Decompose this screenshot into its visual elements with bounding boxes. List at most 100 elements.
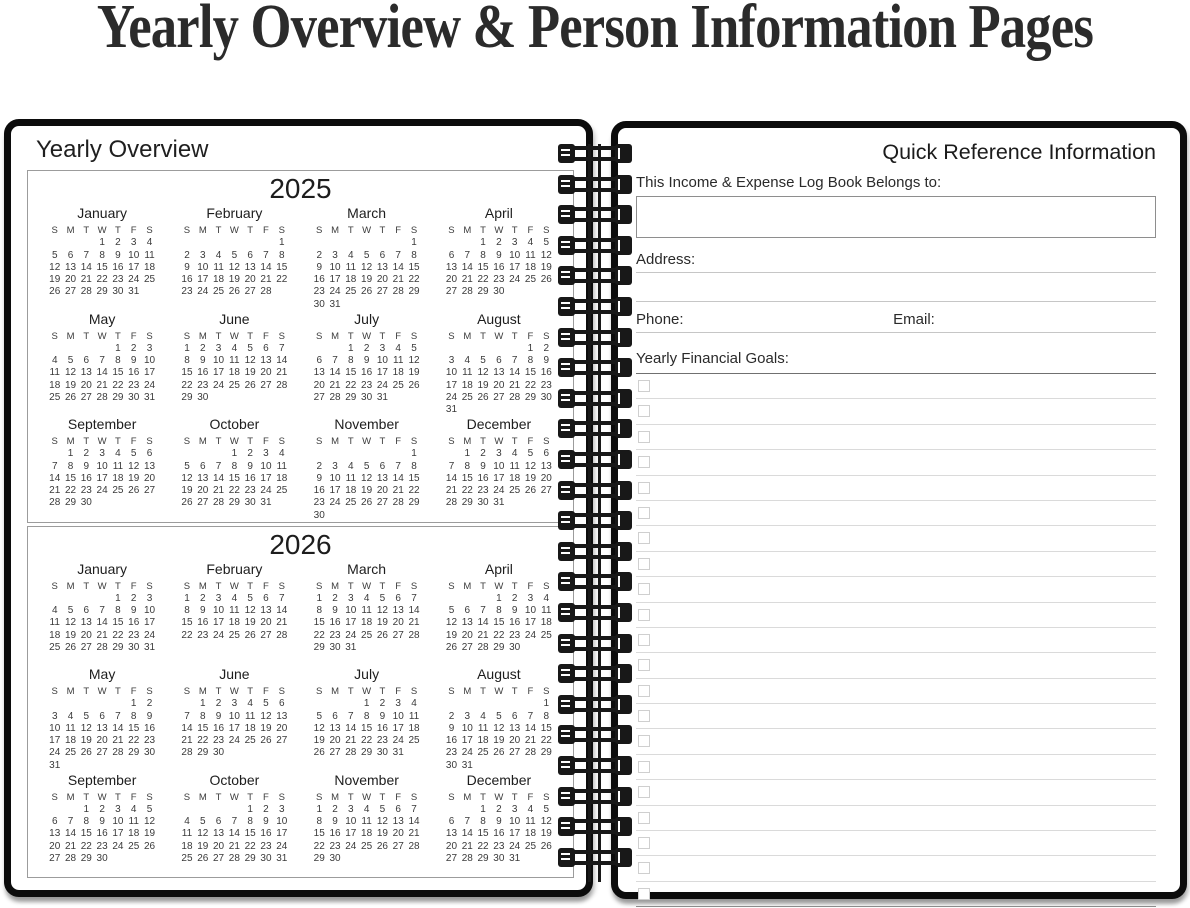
calendar-day: 21: [80, 274, 92, 286]
day-header: T: [347, 225, 354, 236]
day-header: S: [183, 330, 191, 342]
calendar-day: 13: [96, 722, 108, 734]
calendar-day: 17: [228, 722, 240, 734]
calendar-day: 15: [345, 367, 357, 379]
month-august-2026: August S M T W T F S 1 2 3 4 5 6 7 8 9 10 11 12 13 14 15 16 17 18…: [433, 666, 565, 772]
month-december-2025: December S M T W T F S 1 2 3 4 5 6 7 8 9 10 11 12 13 14 15 16 17…: [433, 416, 565, 522]
calendar-day: 21: [461, 840, 473, 852]
coil-wire: [568, 421, 618, 426]
month-september-2026: September S M T W T F S 1 2 3 4 5 6 7 8 9 10 11 12 13 14 15 16 1…: [36, 772, 168, 878]
day-header: S: [51, 791, 58, 803]
calendar-day: 28: [461, 286, 473, 298]
calendar-day: 22: [345, 379, 357, 391]
calendar-day: 19: [376, 617, 388, 629]
calendar-day: 9: [511, 605, 518, 617]
calendar-day: 26: [493, 747, 505, 759]
calendar-day: 19: [376, 828, 388, 840]
calendar-day: 29: [181, 391, 193, 403]
empty-day: [343, 698, 359, 710]
empty-day: [444, 448, 460, 460]
calendar-day: 18: [345, 485, 357, 497]
calendar-day: 7: [448, 460, 455, 472]
calendar-day: 20: [376, 274, 388, 286]
calendar-day: 27: [96, 747, 108, 759]
day-header: T: [215, 330, 222, 342]
calendar-day: 20: [493, 379, 505, 391]
calendar-day: 12: [49, 261, 61, 273]
calendar-day: 8: [199, 710, 206, 722]
coil-cap: [615, 786, 632, 806]
calendar-day: 15: [524, 367, 537, 379]
calendar-day: 17: [197, 274, 209, 286]
day-header: T: [215, 580, 222, 592]
calendar-day: 5: [231, 249, 238, 261]
calendar-day: 16: [197, 367, 209, 379]
calendar-day: 10: [461, 722, 473, 734]
month-name: October: [209, 416, 260, 432]
calendar-day: 19: [260, 722, 272, 734]
calendar-day: 6: [247, 249, 253, 261]
day-header: S: [410, 436, 418, 447]
calendar-day: 13: [49, 828, 61, 840]
calendar-day: 6: [263, 592, 269, 604]
month-grid: S M T W T F S 1 2 3 4 5 6 7 8 9 10 11 12 13 14 15 16 17 18 19 20 21…: [301, 436, 433, 522]
calendar-day: 18: [228, 617, 240, 629]
calendar-day: 4: [247, 698, 253, 710]
calendar-day: 4: [411, 698, 417, 710]
calendar-day: 25: [524, 840, 537, 852]
calendar-day: 10: [345, 816, 357, 828]
calendar-day: 9: [379, 710, 386, 722]
calendar-day: 12: [361, 472, 373, 484]
coil-wire: [568, 635, 618, 640]
calendar-day: 21: [49, 485, 61, 497]
day-header: M: [198, 791, 207, 803]
calendar-day: 24: [49, 747, 61, 759]
calendar-day: 14: [461, 261, 473, 273]
calendar-day: 11: [541, 605, 552, 617]
belongs-to-label: This Income & Expense Log Book Belongs t…: [636, 174, 942, 191]
month-grid: S M T W T F S 1 2 3 4 5 6 7 8 9 10 11 12 13 14 15 16 17 18 19 20 21…: [301, 792, 433, 866]
coil-cap: [558, 664, 575, 684]
calendar-day: 8: [464, 460, 471, 472]
calendar-day: 26: [260, 735, 272, 747]
calendar-day: 7: [215, 460, 222, 472]
day-header: S: [448, 436, 455, 447]
calendar-day: 24: [509, 840, 521, 852]
calendar-day: 10: [128, 249, 140, 261]
calendar-day: 21: [112, 735, 124, 747]
calendar-day: 2: [480, 448, 486, 460]
calendar-day: 28: [276, 629, 288, 641]
empty-day: [78, 343, 94, 355]
month-name: January: [77, 560, 128, 577]
day-header: W: [494, 580, 504, 592]
calendar-day: 8: [348, 355, 354, 367]
coil-cap: [558, 450, 575, 469]
calendar-day: 31: [345, 641, 357, 653]
calendar-day: 15: [361, 722, 373, 734]
calendar-day: 17: [345, 617, 357, 629]
calendar-day: 30: [329, 641, 341, 653]
calendar-day: 18: [408, 722, 420, 734]
coil-cap: [558, 205, 575, 225]
calendar-day: 29: [228, 497, 240, 509]
day-header: S: [316, 225, 323, 236]
calendar-day: 31: [143, 641, 156, 653]
calendar-day: 22: [313, 629, 325, 641]
day-header: T: [511, 686, 518, 697]
calendar-day: 1: [543, 698, 550, 710]
calendar-day: 8: [316, 816, 322, 828]
month-grid: S M T W T F S 1 2 3 4 5 6 7 8 9 10 11 12 13 14 15 16 17 18 19 20 21…: [301, 331, 433, 405]
calendar-day: 5: [363, 249, 370, 261]
goal-checkbox-icon: [638, 710, 650, 723]
calendar-day: 4: [348, 460, 354, 472]
calendar-day: 10: [260, 460, 272, 472]
calendar-day: 28: [345, 747, 357, 759]
coil-cap: [615, 572, 632, 592]
day-header: M: [66, 686, 75, 697]
calendar-day: 26: [197, 852, 209, 864]
calendar-day: 28: [477, 641, 489, 653]
calendar-day: 22: [197, 735, 209, 747]
calendar-day: 18: [524, 828, 537, 840]
calendar-day: 4: [464, 355, 471, 367]
calendar-day: 4: [363, 803, 370, 815]
